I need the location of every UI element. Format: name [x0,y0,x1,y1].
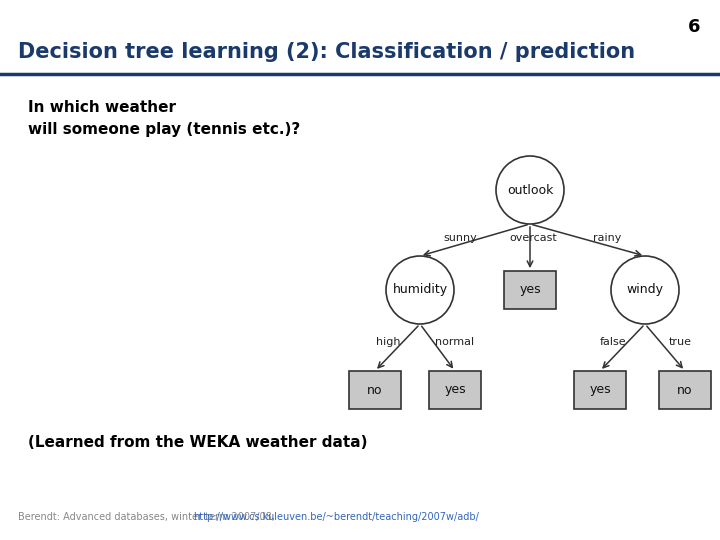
Text: (Learned from the WEKA weather data): (Learned from the WEKA weather data) [28,435,367,450]
Text: no: no [367,383,383,396]
Text: windy: windy [626,284,664,296]
Text: overcast: overcast [509,233,557,243]
Text: yes: yes [589,383,611,396]
Text: 6: 6 [688,18,700,36]
Circle shape [496,156,564,224]
Text: In which weather: In which weather [28,100,176,115]
Text: Berendt: Advanced databases, winter term 2007/08,: Berendt: Advanced databases, winter term… [18,512,278,522]
Text: outlook: outlook [507,184,553,197]
Text: http://www.cs.kuleuven.be/~berendt/teaching/2007w/adb/: http://www.cs.kuleuven.be/~berendt/teach… [193,512,479,522]
Circle shape [611,256,679,324]
FancyBboxPatch shape [504,271,556,309]
Circle shape [386,256,454,324]
Text: yes: yes [444,383,466,396]
Text: high: high [376,337,400,347]
Text: no: no [678,383,693,396]
Text: sunny: sunny [443,233,477,243]
FancyBboxPatch shape [659,371,711,409]
Text: will someone play (tennis etc.)?: will someone play (tennis etc.)? [28,122,300,137]
FancyBboxPatch shape [574,371,626,409]
Text: false: false [600,337,626,347]
Text: true: true [668,337,691,347]
Text: rainy: rainy [593,233,621,243]
Text: Decision tree learning (2): Classification / prediction: Decision tree learning (2): Classificati… [18,42,635,62]
Text: yes: yes [519,284,541,296]
FancyBboxPatch shape [429,371,481,409]
Text: humidity: humidity [392,284,448,296]
FancyBboxPatch shape [349,371,401,409]
Text: normal: normal [436,337,474,347]
